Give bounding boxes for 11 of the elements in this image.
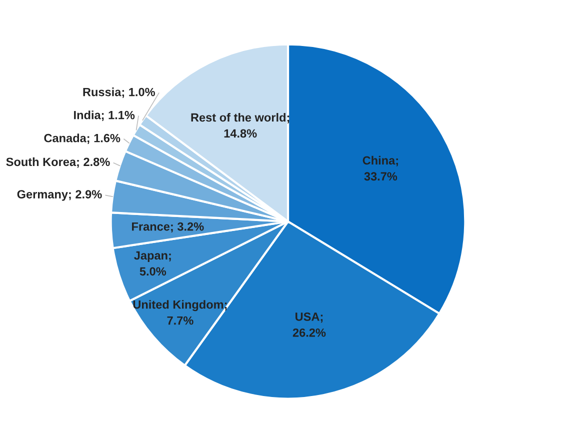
slice-label: Russia; 1.0% bbox=[83, 88, 155, 98]
slice-label: United Kingdom; 7.7% bbox=[133, 300, 227, 325]
slice-label: India; 1.1% bbox=[74, 110, 135, 121]
slice-label: Germany; 2.9% bbox=[17, 190, 102, 201]
slice-label: Rest of the world; 14.8% bbox=[191, 112, 290, 138]
slice-label: Canada; 1.6% bbox=[44, 134, 120, 144]
slice-label: USA; 26.2% bbox=[292, 312, 326, 337]
slice-label: Japan; 5.0% bbox=[134, 251, 171, 276]
slice-label: China; 33.7% bbox=[362, 156, 398, 181]
slice-label: France; 3.2% bbox=[132, 222, 204, 232]
slice-label: South Korea; 2.8% bbox=[6, 157, 110, 168]
